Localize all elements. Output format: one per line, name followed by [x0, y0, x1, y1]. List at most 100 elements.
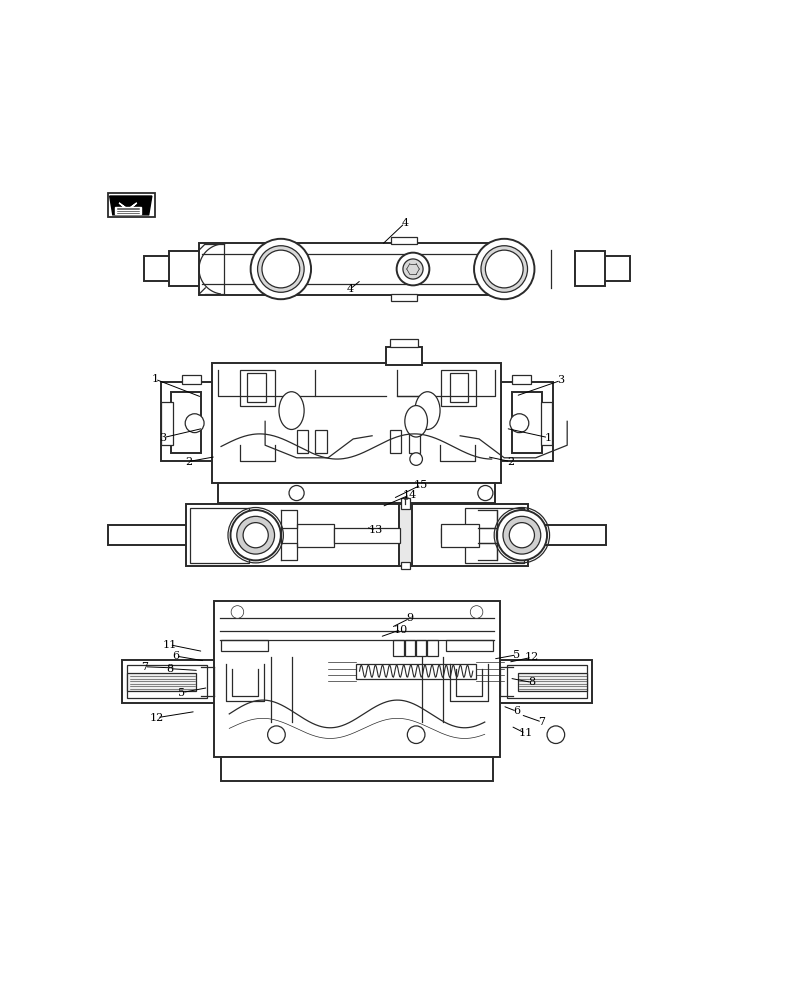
Circle shape: [231, 606, 243, 618]
Circle shape: [509, 414, 528, 433]
Circle shape: [485, 250, 522, 288]
Bar: [389, 339, 418, 347]
Bar: [213, 601, 500, 757]
Circle shape: [268, 726, 285, 744]
Text: 7: 7: [140, 662, 148, 672]
Text: 8: 8: [165, 664, 173, 674]
Text: 9: 9: [406, 613, 413, 623]
Bar: [416, 640, 426, 656]
Text: 3: 3: [556, 375, 564, 385]
Bar: [574, 251, 604, 286]
Text: 3: 3: [160, 433, 166, 443]
Bar: [427, 640, 437, 656]
Bar: [511, 392, 542, 453]
Bar: [385, 347, 422, 365]
Bar: [499, 660, 592, 703]
Text: 15: 15: [414, 480, 427, 490]
Bar: [401, 562, 410, 569]
Bar: [170, 392, 200, 453]
Bar: [127, 673, 195, 691]
Bar: [212, 363, 500, 483]
Circle shape: [410, 453, 422, 465]
Circle shape: [496, 510, 547, 560]
Text: 10: 10: [393, 625, 408, 635]
Text: 7: 7: [538, 717, 545, 727]
Bar: [393, 640, 403, 656]
Text: 5: 5: [178, 688, 186, 698]
Bar: [540, 402, 551, 445]
Polygon shape: [119, 203, 136, 210]
Bar: [296, 524, 334, 547]
Bar: [500, 382, 552, 461]
Bar: [408, 430, 419, 453]
Bar: [187, 504, 527, 566]
Circle shape: [185, 414, 204, 433]
Text: 14: 14: [402, 490, 417, 500]
Circle shape: [251, 239, 311, 299]
Bar: [441, 370, 475, 406]
Text: 4: 4: [346, 284, 354, 294]
Bar: [574, 256, 629, 281]
Circle shape: [508, 523, 534, 548]
Bar: [449, 373, 468, 402]
Ellipse shape: [405, 406, 427, 437]
Bar: [122, 660, 215, 703]
Bar: [405, 640, 414, 656]
Bar: [315, 430, 326, 453]
Bar: [108, 193, 155, 217]
Bar: [169, 251, 200, 286]
Bar: [127, 665, 207, 698]
Circle shape: [407, 726, 424, 744]
Text: 6: 6: [172, 651, 179, 661]
Bar: [334, 528, 400, 543]
Text: 1: 1: [151, 374, 158, 384]
Bar: [398, 504, 412, 566]
Text: 2: 2: [506, 457, 513, 467]
Polygon shape: [115, 207, 140, 214]
Bar: [108, 525, 187, 545]
Text: 12: 12: [149, 713, 164, 723]
Bar: [441, 524, 478, 547]
Bar: [441, 528, 500, 543]
Bar: [240, 370, 274, 406]
Bar: [161, 382, 212, 461]
Bar: [356, 664, 475, 679]
Bar: [391, 237, 417, 244]
Bar: [182, 375, 200, 384]
Bar: [511, 375, 530, 384]
Text: 4: 4: [401, 218, 408, 228]
Bar: [217, 483, 494, 503]
Circle shape: [289, 485, 304, 501]
Text: 2: 2: [185, 457, 191, 467]
Circle shape: [402, 259, 423, 279]
Text: 12: 12: [524, 652, 539, 662]
Circle shape: [262, 250, 299, 288]
Circle shape: [547, 726, 564, 744]
Bar: [401, 498, 410, 509]
Ellipse shape: [279, 392, 304, 429]
Bar: [506, 665, 586, 698]
Bar: [391, 294, 417, 301]
Bar: [221, 757, 492, 781]
Circle shape: [480, 246, 527, 292]
Circle shape: [230, 510, 281, 560]
Circle shape: [470, 606, 483, 618]
Circle shape: [396, 253, 429, 285]
Circle shape: [502, 516, 540, 554]
Text: 11: 11: [162, 640, 176, 650]
Bar: [221, 640, 268, 651]
Bar: [144, 256, 200, 281]
Bar: [247, 373, 266, 402]
Polygon shape: [109, 196, 152, 215]
Text: 6: 6: [513, 706, 520, 716]
Bar: [445, 640, 492, 651]
Bar: [296, 430, 307, 453]
Bar: [190, 508, 249, 563]
Text: 13: 13: [368, 525, 383, 535]
Text: 5: 5: [513, 650, 520, 660]
Circle shape: [474, 239, 534, 299]
Circle shape: [257, 246, 304, 292]
Circle shape: [477, 485, 492, 501]
Bar: [389, 430, 401, 453]
Bar: [526, 525, 606, 545]
